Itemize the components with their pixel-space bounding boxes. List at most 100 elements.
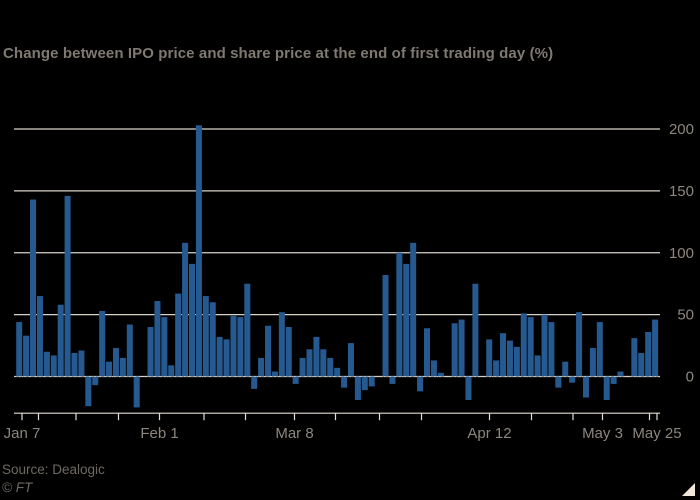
bar xyxy=(182,242,189,377)
bar xyxy=(541,314,548,377)
bar xyxy=(652,319,659,377)
bar xyxy=(85,376,92,407)
bar xyxy=(617,371,624,377)
bar xyxy=(119,357,126,377)
bar xyxy=(92,376,99,386)
bar xyxy=(493,360,500,377)
bar xyxy=(389,376,396,384)
bar xyxy=(589,348,596,377)
bar xyxy=(638,352,645,377)
y-tick-label: 150 xyxy=(669,183,694,200)
bar xyxy=(610,376,617,384)
bar xyxy=(396,252,403,377)
bar xyxy=(230,315,237,377)
bar xyxy=(216,336,223,377)
bar xyxy=(334,367,341,377)
bar xyxy=(244,283,251,377)
x-tick-label: Feb 1 xyxy=(140,425,178,442)
x-tick-label: Mar 8 xyxy=(275,425,313,442)
ft-credit: © FT xyxy=(2,480,33,495)
bar xyxy=(361,376,368,391)
bar xyxy=(534,355,541,377)
y-tick-label: 50 xyxy=(677,307,694,324)
bar xyxy=(251,376,258,389)
bar xyxy=(71,352,78,377)
bar xyxy=(278,312,285,377)
bar xyxy=(548,322,555,377)
bar xyxy=(50,355,57,377)
bar xyxy=(555,376,562,388)
bar xyxy=(64,195,71,377)
y-tick-label: 0 xyxy=(686,369,694,386)
x-tick-label: May 3 xyxy=(582,425,623,442)
bar xyxy=(437,372,444,377)
bar xyxy=(223,339,230,377)
source-label: Source: Dealogic xyxy=(2,462,105,477)
bar xyxy=(237,317,244,377)
bar xyxy=(582,376,589,398)
bar xyxy=(147,327,154,377)
bar xyxy=(265,325,272,377)
bar xyxy=(30,199,37,377)
bar xyxy=(78,350,85,377)
bar xyxy=(631,338,638,377)
bar xyxy=(175,293,182,377)
bar xyxy=(327,357,334,377)
y-tick-label: 200 xyxy=(669,121,694,138)
bar xyxy=(506,340,513,377)
bar xyxy=(562,361,569,377)
bar xyxy=(645,331,652,377)
bar xyxy=(417,376,424,392)
bar xyxy=(195,125,202,377)
bar xyxy=(320,349,327,377)
bar xyxy=(513,346,520,377)
bar xyxy=(354,376,361,401)
bar xyxy=(161,317,168,377)
bar xyxy=(209,302,216,377)
bar xyxy=(292,376,299,384)
bar xyxy=(520,313,527,377)
bar xyxy=(106,361,113,377)
bar xyxy=(202,296,209,377)
bar xyxy=(133,376,140,408)
bar xyxy=(341,376,348,388)
bar xyxy=(465,376,472,401)
bar xyxy=(576,312,583,377)
bar xyxy=(99,310,106,377)
bar xyxy=(16,322,23,377)
bar xyxy=(410,242,417,377)
x-tick-label: Jan 7 xyxy=(4,425,41,442)
bar xyxy=(430,360,437,377)
bar xyxy=(299,357,306,377)
bar xyxy=(313,336,320,377)
bar xyxy=(112,348,119,377)
bar xyxy=(57,304,64,377)
bar xyxy=(527,317,534,377)
bar xyxy=(403,263,410,377)
bar xyxy=(451,323,458,377)
corner-triangle-icon xyxy=(682,483,695,496)
bar xyxy=(500,333,507,377)
bar xyxy=(596,322,603,377)
x-tick-label: Apr 12 xyxy=(467,425,511,442)
bar xyxy=(43,351,50,377)
bar xyxy=(486,339,493,377)
bar xyxy=(382,275,389,377)
bar xyxy=(368,376,375,387)
y-tick-label: 100 xyxy=(669,245,694,262)
bar xyxy=(285,327,292,377)
bar xyxy=(258,357,265,377)
bar xyxy=(271,371,278,377)
bar xyxy=(168,365,175,377)
bar xyxy=(569,376,576,383)
bar xyxy=(472,283,479,377)
x-tick-label: May 25 xyxy=(632,425,681,442)
bar xyxy=(154,301,161,377)
bar xyxy=(424,328,431,377)
bar xyxy=(603,376,610,401)
bar xyxy=(458,319,465,377)
bar xyxy=(306,349,313,377)
chart-title: Change between IPO price and share price… xyxy=(3,45,554,62)
